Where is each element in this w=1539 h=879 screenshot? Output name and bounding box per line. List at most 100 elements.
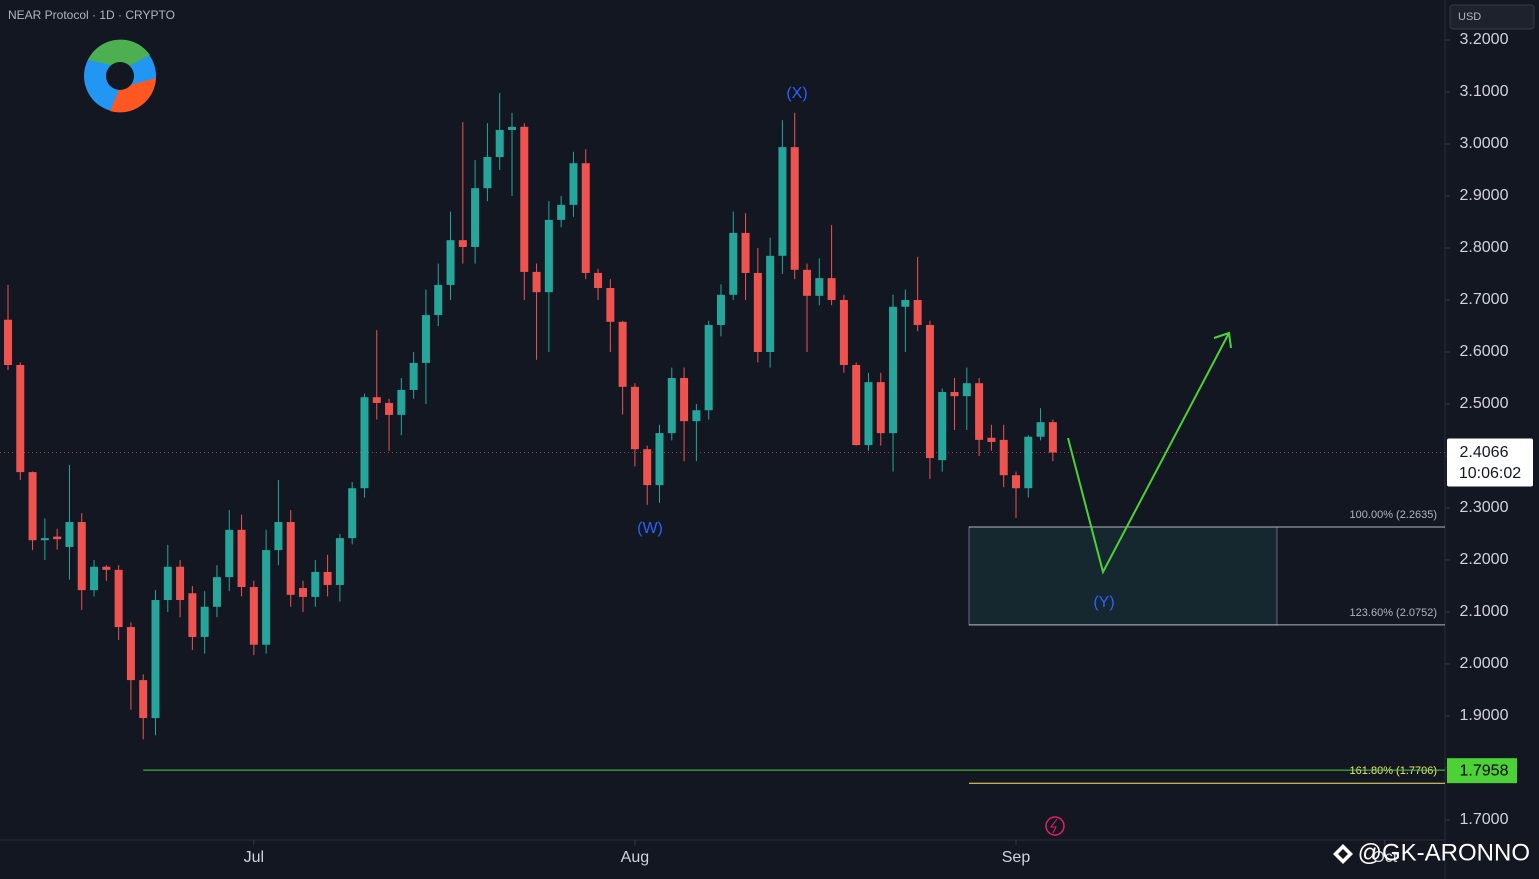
candle-body <box>397 389 406 415</box>
candle-body <box>864 382 873 446</box>
x-tick-label: Jul <box>244 849 264 866</box>
candle-body <box>741 232 750 273</box>
candle-body <box>53 536 62 540</box>
wave-label: (Y) <box>1093 594 1114 611</box>
projection-arrow <box>1067 332 1230 575</box>
candle-body <box>950 392 959 397</box>
candle-body <box>458 240 467 247</box>
candle-body <box>692 410 701 422</box>
candle-body <box>520 126 529 272</box>
candle-body <box>778 147 787 256</box>
y-tick-label: 2.3000 <box>1460 499 1509 516</box>
watermark-icon <box>1333 844 1353 864</box>
candle-body <box>385 402 394 415</box>
candle-body <box>1024 436 1033 489</box>
lightning-icon[interactable] <box>1045 816 1065 836</box>
candle-body <box>557 204 566 220</box>
chart-title: NEAR Protocol · 1D · CRYPTO <box>8 8 175 22</box>
candle-body <box>753 272 762 352</box>
candle-body <box>471 188 480 247</box>
candle-body <box>999 439 1008 476</box>
candle-body <box>716 294 725 325</box>
candle-body <box>803 269 812 296</box>
candle-body <box>913 299 922 325</box>
candle-body <box>532 271 541 293</box>
candle-body <box>299 588 308 597</box>
last-price-tag <box>1447 438 1533 487</box>
candle-body <box>372 397 381 403</box>
candle-body <box>1036 422 1045 437</box>
candle-body <box>434 284 443 316</box>
currency-box[interactable] <box>1449 4 1535 30</box>
fib-label: 123.60% (2.0752) <box>1350 607 1437 619</box>
candle-body <box>188 593 197 637</box>
candle-body <box>114 569 123 628</box>
candle-body <box>630 386 639 450</box>
y-tick-label: 2.5000 <box>1460 395 1509 412</box>
currency: USD <box>1458 11 1481 23</box>
fib-zone <box>968 526 1278 626</box>
candle-body <box>581 163 590 273</box>
y-tick-label: 3.0000 <box>1460 135 1509 152</box>
candle-body <box>766 255 775 352</box>
y-tick-label: 2.1000 <box>1460 603 1509 620</box>
candle-body <box>1011 475 1020 489</box>
candle-body <box>790 147 799 270</box>
candle-body <box>606 288 615 322</box>
candle-body <box>987 437 996 442</box>
watermark: @GK-ARONNO <box>1358 839 1530 866</box>
candle-body <box>200 606 209 637</box>
candle-body <box>876 382 885 434</box>
candle-body <box>3 319 12 365</box>
candle-body <box>212 577 221 607</box>
candle-body <box>335 538 344 585</box>
candle-body <box>704 324 713 411</box>
fib-label: 100.00% (2.2635) <box>1350 509 1437 521</box>
candle-body <box>90 566 99 591</box>
candle-body <box>446 240 455 285</box>
logo <box>84 39 156 113</box>
candle-body <box>901 299 910 307</box>
x-tick-label: Oct <box>1372 849 1397 866</box>
candle-body <box>938 392 947 461</box>
candle-body <box>569 163 578 205</box>
last-price: 2.4066 <box>1460 444 1509 461</box>
arrow-head <box>1213 331 1232 349</box>
candle-body <box>889 306 898 434</box>
candle-body <box>483 156 492 189</box>
candle-body <box>594 272 603 289</box>
candle-body <box>495 129 504 157</box>
y-tick-label: 3.1000 <box>1460 83 1509 100</box>
candle-body <box>839 299 848 365</box>
wave-label: (X) <box>786 85 807 102</box>
y-tick-label: 2.9000 <box>1460 187 1509 204</box>
wave-label: (W) <box>637 520 663 537</box>
candle-body <box>507 126 516 130</box>
candle-body <box>1048 422 1057 453</box>
hline-label: 1.7958 <box>1460 762 1509 779</box>
candle-body <box>975 383 984 440</box>
y-tick-label: 2.7000 <box>1460 291 1509 308</box>
candle-body <box>925 324 934 459</box>
y-tick-label: 2.8000 <box>1460 239 1509 256</box>
x-tick-label: Sep <box>1002 849 1031 866</box>
y-tick-label: 1.9000 <box>1460 707 1509 724</box>
candle-body <box>139 680 148 719</box>
candle-body <box>163 566 172 601</box>
y-tick-label: 3.2000 <box>1460 31 1509 48</box>
candle-body <box>237 529 246 588</box>
candle-body <box>409 362 418 390</box>
hline-tag <box>1447 758 1517 784</box>
candle-body <box>655 433 664 486</box>
candle-body <box>151 600 160 719</box>
candle-body <box>360 397 369 489</box>
fib-label: 161.80% (1.7706) <box>1350 765 1437 777</box>
y-tick-label: 2.0000 <box>1460 655 1509 672</box>
candle-body <box>16 364 25 473</box>
y-tick-label: 1.7000 <box>1460 811 1509 828</box>
candle-body <box>729 232 738 295</box>
candle-body <box>286 522 295 595</box>
candle-body <box>348 488 357 539</box>
candle-body <box>421 315 430 363</box>
